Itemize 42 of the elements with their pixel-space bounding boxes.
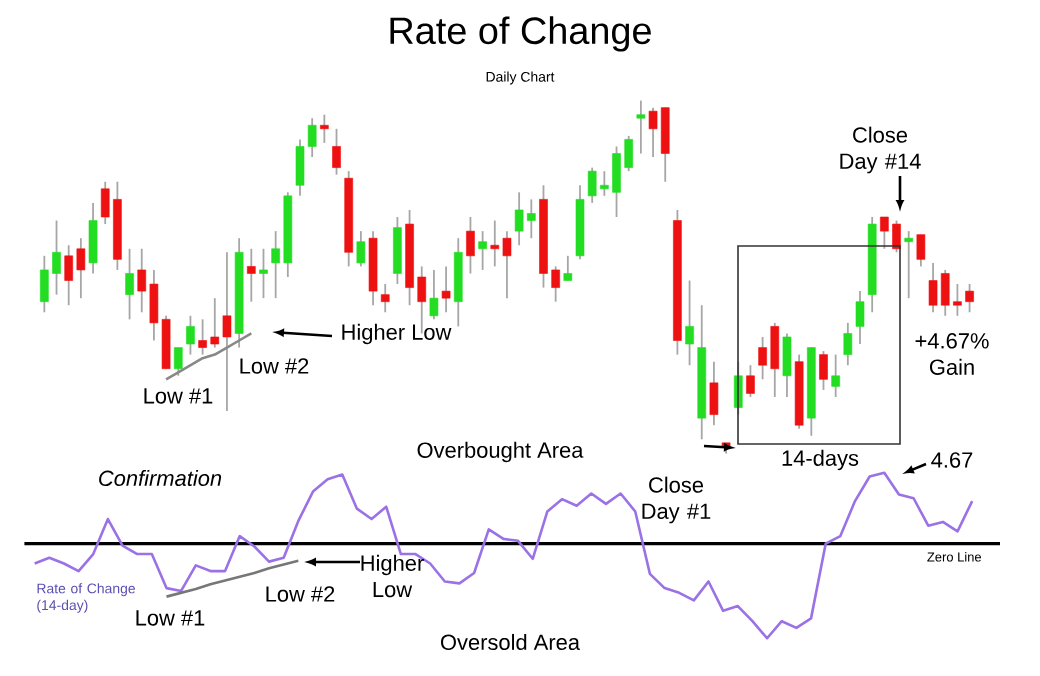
- candlestick: [441, 265, 451, 314]
- candlestick: [685, 279, 694, 367]
- candlestick: [429, 269, 439, 321]
- candlestick: [356, 230, 366, 268]
- candlestick: [819, 350, 828, 391]
- candlestick: [855, 290, 865, 345]
- annotation: Higher Low: [342, 323, 452, 345]
- annotation: Close Day #1: [642, 476, 711, 524]
- candlestick: [393, 216, 402, 285]
- chart-title: Rate of Change: [390, 16, 651, 52]
- annotation: Overbought Area: [417, 441, 584, 463]
- candlestick: [916, 233, 926, 268]
- candlestick: [478, 230, 487, 271]
- candlestick: [831, 353, 840, 398]
- candlestick: [88, 202, 98, 275]
- candlestick: [563, 254, 573, 282]
- annotation: Oversold Area: [440, 633, 581, 651]
- candlestick: [173, 346, 183, 377]
- candlestick: [186, 314, 195, 356]
- annotation: Low #2: [240, 358, 309, 374]
- candlestick: [782, 332, 792, 398]
- annotation: Low #2: [266, 586, 335, 602]
- annotation: +4.67% Gain: [915, 333, 989, 375]
- candlestick: [125, 247, 134, 321]
- candlestick: [259, 247, 268, 300]
- annotation: 14-days: [782, 449, 859, 471]
- annotation: Close Day #14: [840, 126, 921, 174]
- candlestick: [843, 321, 853, 367]
- candlestick: [332, 127, 341, 176]
- candlestick: [636, 99, 646, 155]
- annotation: Low #1: [144, 388, 213, 404]
- candlestick: [904, 230, 914, 300]
- annotation: Confirmation: [99, 469, 222, 487]
- annotation: Higher Low: [361, 554, 424, 598]
- candlestick: [466, 216, 475, 275]
- candlestick: [246, 247, 256, 303]
- candlestick: [746, 364, 755, 398]
- candlestick: [709, 360, 719, 427]
- annotation: 4.67: [931, 452, 973, 468]
- candlestick: [320, 113, 329, 144]
- annotation: Low #1: [136, 610, 205, 626]
- candlestick: [380, 283, 390, 314]
